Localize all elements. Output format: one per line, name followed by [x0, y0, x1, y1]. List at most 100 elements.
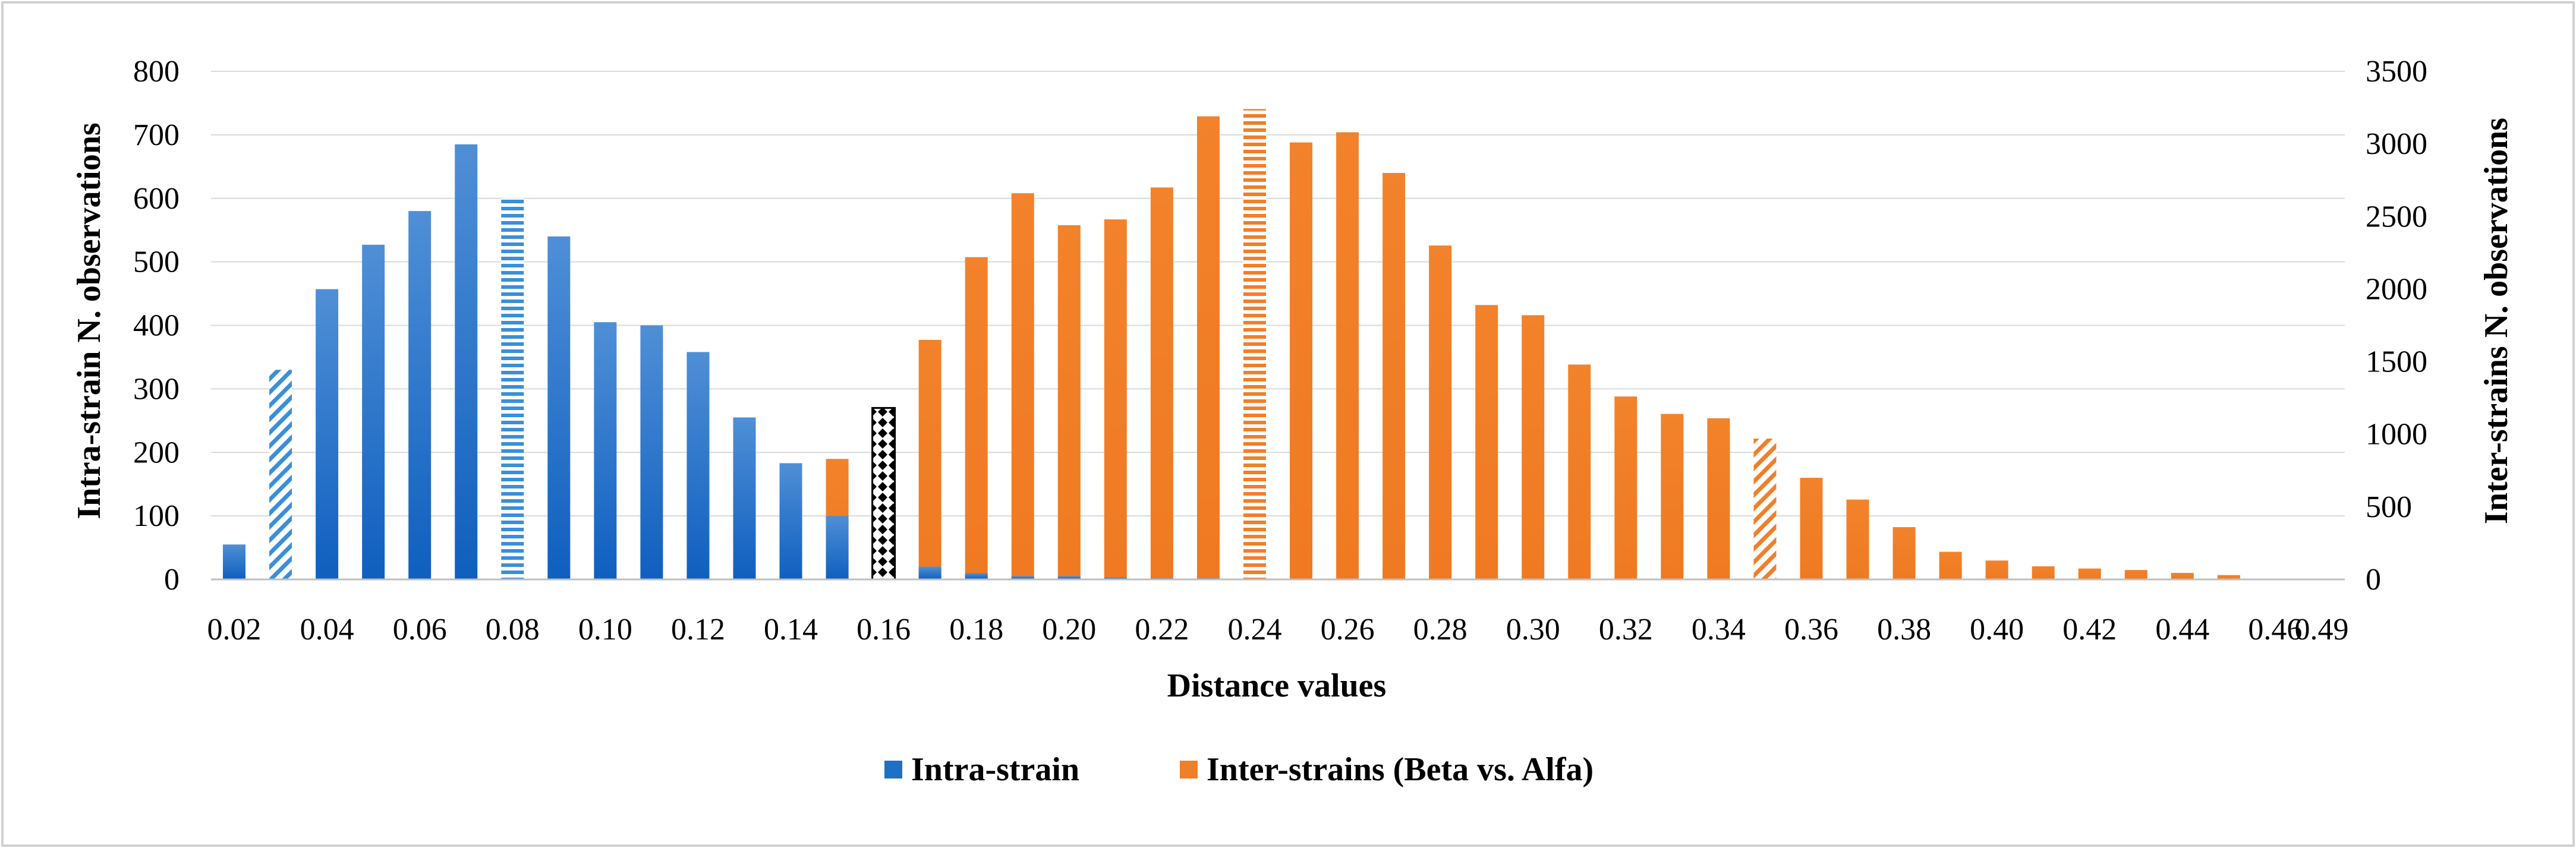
bar-inter-0.28 [1429, 245, 1452, 580]
bar-inter-0.36 [1800, 478, 1823, 579]
right-tick-label: 1500 [2366, 345, 2427, 379]
bar-inter-0.32 [1614, 396, 1637, 579]
bar-intra-0.13 [733, 417, 756, 579]
legend-label-inter: Inter-strains (Beta vs. Alfa) [1207, 751, 1594, 788]
bar-intra-0.15 [826, 516, 849, 579]
left-tick-label: 500 [133, 245, 179, 279]
x-tick-label: 0.08 [486, 613, 540, 647]
bar-inter-0.39 [1939, 551, 1962, 579]
x-tick-label: 0.24 [1227, 613, 1281, 647]
left-tick-label: 200 [133, 436, 179, 469]
bar-inter-0.37 [1846, 499, 1869, 579]
x-tick-label: 0.06 [393, 613, 447, 647]
bar-intra-0.04 [316, 289, 339, 579]
bar-inter-0.44 [2171, 573, 2194, 579]
x-tick-label: 0.02 [207, 613, 262, 647]
bar-inter-0.45 [2217, 575, 2240, 579]
x-tick-label: 0.26 [1321, 613, 1375, 647]
left-axis-ticks: 0 100 200 300 400 500 600 700 800 [133, 55, 179, 597]
right-tick-label: 3500 [2366, 55, 2427, 89]
bar-intra-0.21 [1104, 577, 1127, 579]
bar-inter-0.34 [1707, 418, 1730, 579]
bar-inter-0.19 [1011, 193, 1034, 579]
x-axis-ticks: 0.02 0.04 0.06 0.08 0.10 0.12 0.14 0.16 0.18 0.20… [207, 613, 2349, 647]
bar-inter-0.18 [965, 257, 988, 580]
x-tick-label: 0.46 [2248, 613, 2302, 647]
bar-intra-0.02 [223, 544, 246, 579]
right-tick-label: 2500 [2366, 200, 2427, 234]
bar-inter-0.41 [2032, 566, 2055, 579]
right-axis-title: Inter-strains N. observations [2478, 118, 2515, 524]
bar-intra-0.08 [501, 198, 524, 579]
bar-intra-0.11 [640, 325, 663, 579]
bar-intra-0.06 [408, 211, 432, 579]
bar-inter-0.21 [1104, 219, 1127, 580]
bar-intra-0.12 [686, 352, 710, 579]
right-tick-label: 3000 [2366, 127, 2427, 161]
bar-intra-0.20 [1057, 576, 1081, 579]
right-tick-label: 0 [2366, 563, 2381, 597]
left-tick-label: 0 [164, 563, 179, 597]
left-tick-label: 100 [133, 499, 179, 533]
x-tick-label: 0.38 [1877, 613, 1931, 647]
legend-label-intra: Intra-strain [911, 751, 1079, 788]
left-tick-label: 300 [133, 372, 179, 406]
legend-swatch-inter [1180, 761, 1198, 778]
x-tick-label: 0.18 [949, 613, 1003, 647]
bar-inter-0.23 [1196, 116, 1220, 579]
right-tick-label: 500 [2366, 490, 2412, 524]
left-tick-label: 600 [133, 182, 179, 216]
legend: Intra-strain Inter-strains (Beta vs. Alf… [884, 751, 1594, 788]
bar-inter-0.26 [1336, 132, 1359, 580]
bar-inter-0.31 [1568, 364, 1591, 579]
bar-inter-0.20 [1057, 225, 1081, 579]
x-tick-label: 0.36 [1784, 613, 1838, 647]
bar-intra-0.09 [547, 236, 571, 579]
bar-intra-0.16 [871, 406, 896, 581]
x-tick-label: 0.04 [300, 613, 354, 647]
x-tick-label: 0.44 [2155, 613, 2209, 647]
bar-inter-0.17 [918, 339, 941, 579]
bar-inter-0.25 [1290, 142, 1313, 579]
left-tick-label: 800 [133, 55, 179, 89]
bar-inter-0.38 [1892, 527, 1916, 579]
x-tick-label: 0.32 [1599, 613, 1653, 647]
left-tick-label: 700 [133, 118, 179, 152]
left-tick-label: 400 [133, 309, 179, 343]
x-tick-label: 0.40 [1970, 613, 2024, 647]
bar-inter-0.27 [1383, 173, 1406, 579]
bar-inter-0.42 [2078, 568, 2101, 579]
bar-inter-0.22 [1150, 187, 1173, 579]
left-axis-title: Intra-strain N. observations [71, 122, 108, 519]
x-tick-label: 0.14 [764, 613, 818, 647]
x-tick-label: 0.20 [1042, 613, 1096, 647]
x-tick-label: 0.34 [1692, 613, 1746, 647]
bar-inter-0.24 [1243, 109, 1266, 579]
bar-intra-0.14 [779, 463, 802, 579]
x-tick-label: 0.28 [1413, 613, 1467, 647]
x-tick-label: 0.10 [578, 613, 632, 647]
bar-intra-0.10 [594, 322, 617, 579]
x-tick-label: 0.22 [1135, 613, 1189, 647]
x-tick-label: 0.30 [1506, 613, 1560, 647]
bar-intra-0.05 [362, 244, 385, 579]
right-tick-label: 2000 [2366, 272, 2427, 306]
bar-inter-0.30 [1522, 315, 1545, 579]
bar-inter-0.29 [1475, 305, 1498, 579]
bars [223, 109, 2240, 581]
bar-inter-0.43 [2124, 570, 2147, 579]
right-tick-label: 1000 [2366, 418, 2427, 452]
bar-inter-0.40 [1985, 560, 2008, 579]
legend-swatch-intra [884, 761, 902, 778]
right-axis-ticks: 0 500 1000 1500 2000 2500 3000 3500 [2366, 55, 2427, 597]
bar-intra-0.18 [965, 573, 988, 579]
bar-inter-0.35 [1753, 439, 1777, 579]
bar-intra-0.19 [1011, 576, 1034, 579]
x-tick-label: 0.16 [856, 613, 911, 647]
x-tick-label: 0.42 [2062, 613, 2117, 647]
bar-intra-0.03 [269, 370, 292, 579]
bar-intra-0.17 [918, 566, 941, 579]
